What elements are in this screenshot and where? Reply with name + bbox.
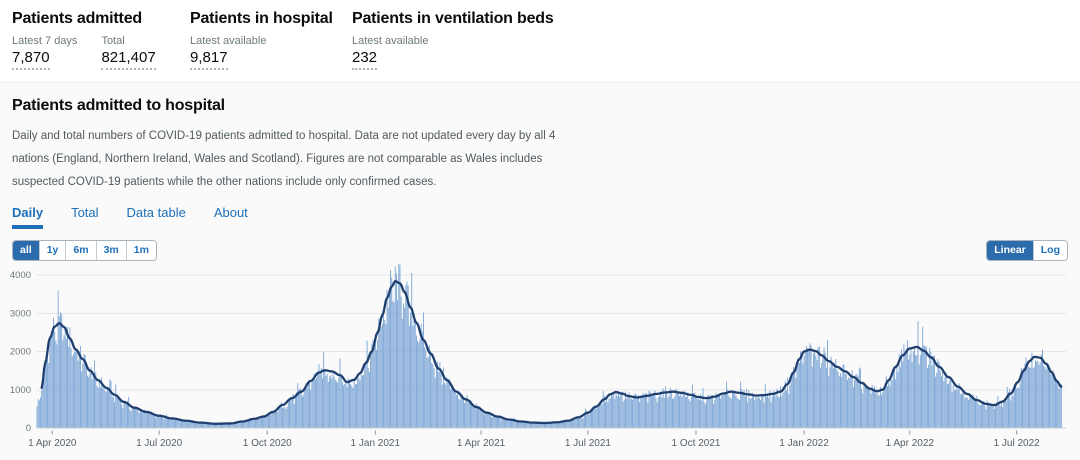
metric-label: Total: [101, 35, 125, 47]
metric-total: Total 821,407: [101, 35, 156, 70]
scale-selector: Linear Log: [986, 240, 1068, 261]
stat-title: Patients admitted: [12, 10, 142, 27]
scale-button-log[interactable]: Log: [1033, 241, 1067, 260]
svg-text:0: 0: [26, 423, 31, 434]
metric-value: 821,407: [101, 49, 156, 70]
svg-text:2000: 2000: [10, 347, 31, 358]
time-range-selector: all 1y 6m 3m 1m: [12, 240, 157, 261]
tab-daily[interactable]: Daily: [12, 205, 44, 229]
svg-text:3000: 3000: [10, 308, 31, 319]
chart-controls: all 1y 6m 3m 1m Linear Log: [12, 240, 1080, 261]
stat-group-patients-admitted: Patients admitted Latest 7 days 7,870 To…: [12, 10, 156, 70]
svg-text:1 Apr 2021: 1 Apr 2021: [457, 438, 506, 449]
stat-group-patients-in-ventilation-beds: Patients in ventilation beds Latest avai…: [352, 10, 554, 70]
metric-latest-available: Latest available 9,817: [190, 35, 266, 70]
range-button-1m[interactable]: 1m: [126, 241, 156, 260]
card-description: Daily and total numbers of COVID-19 pati…: [12, 130, 556, 188]
svg-text:1 Apr 2020: 1 Apr 2020: [28, 438, 77, 449]
svg-text:1 Jan 2022: 1 Jan 2022: [779, 438, 829, 449]
range-button-6m[interactable]: 6m: [66, 241, 97, 260]
metric-label: Latest available: [352, 35, 429, 47]
range-button-all[interactable]: all: [13, 241, 40, 260]
svg-text:1 Apr 2022: 1 Apr 2022: [886, 438, 935, 449]
metric-label: Latest 7 days: [12, 35, 78, 47]
svg-text:1 Jul 2020: 1 Jul 2020: [136, 438, 183, 449]
tab-data-table[interactable]: Data table: [126, 205, 186, 220]
svg-text:1 Jul 2022: 1 Jul 2022: [994, 438, 1041, 449]
svg-text:1 Jan 2021: 1 Jan 2021: [351, 438, 401, 449]
stat-title: Patients in ventilation beds: [352, 10, 554, 27]
stat-title: Patients in hospital: [190, 10, 333, 27]
headline-stats: Patients admitted Latest 7 days 7,870 To…: [0, 0, 1080, 82]
metric-value: 232: [352, 49, 378, 70]
card-title: Patients admitted to hospital: [12, 97, 225, 114]
scale-button-linear[interactable]: Linear: [987, 241, 1034, 260]
chart-tabs: Daily Total Data table About: [12, 205, 1080, 229]
admissions-chart-svg[interactable]: 0 1000 2000 3000 4000 1 Apr 2020 1 Jul 2020 1 O…: [0, 238, 1080, 460]
tab-total[interactable]: Total: [71, 205, 99, 220]
svg-text:1 Oct 2020: 1 Oct 2020: [243, 438, 292, 449]
metric-latest-available: Latest available 232: [352, 35, 428, 70]
svg-text:1000: 1000: [10, 385, 31, 396]
svg-text:1 Jul 2021: 1 Jul 2021: [565, 438, 612, 449]
metric-label: Latest available: [190, 35, 267, 47]
metric-value: 7,870: [12, 49, 50, 70]
range-button-1y[interactable]: 1y: [39, 241, 67, 260]
stat-group-patients-in-hospital: Patients in hospital Latest available 9,…: [190, 10, 333, 70]
range-button-3m[interactable]: 3m: [96, 241, 127, 260]
chart-card: Patients admitted to hospital Daily and …: [0, 82, 1080, 460]
svg-text:1 Oct 2021: 1 Oct 2021: [672, 438, 721, 449]
admissions-chart[interactable]: 0 1000 2000 3000 4000 1 Apr 2020 1 Jul 2020 1 O…: [0, 238, 1080, 460]
svg-text:4000: 4000: [10, 270, 31, 281]
metric-latest-7-days: Latest 7 days 7,870: [12, 35, 77, 70]
metric-value: 9,817: [190, 49, 228, 70]
tab-about[interactable]: About: [213, 205, 248, 220]
